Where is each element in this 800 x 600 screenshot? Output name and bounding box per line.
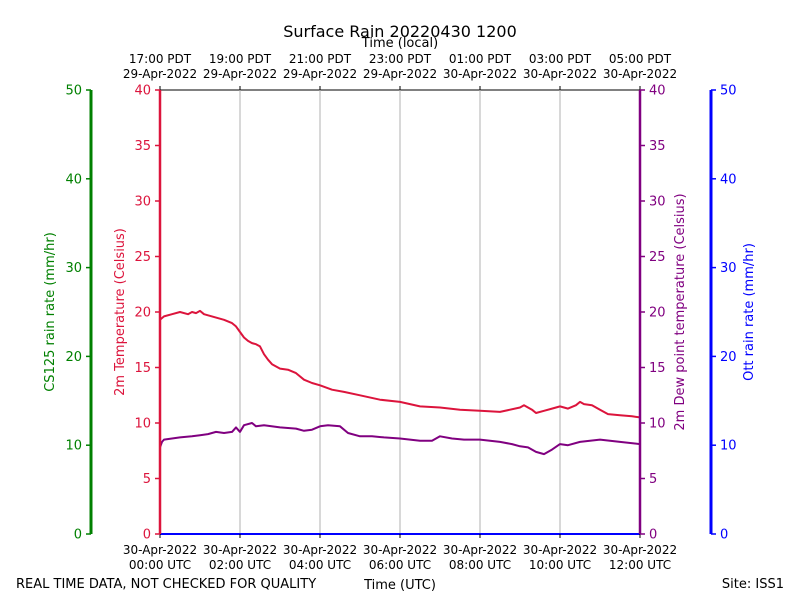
2m-temperature-line [159, 309, 641, 419]
temperature-axis-tick-label: 15 [134, 361, 151, 376]
top-tick-time: 23:00 PDT [369, 52, 432, 66]
temperature-axis-tick-label: 10 [134, 417, 151, 432]
dewpoint-axis-tick-label: 40 [649, 84, 666, 99]
top-tick-time: 19:00 PDT [209, 52, 272, 66]
x-tick-date: 30-Apr-2022 [283, 543, 357, 557]
temperature-axis-tick-label: 5 [143, 472, 151, 487]
temperature-axis-label: 2m Temperature (Celsius) [113, 228, 128, 396]
top-tick-date: 29-Apr-2022 [283, 67, 357, 81]
ott-axis: 0 10 20 30 40 50 [709, 84, 737, 543]
cs125-axis-tick-label: 20 [65, 350, 82, 365]
top-tick-time: 05:00 PDT [609, 52, 672, 66]
top-tick-date: 30-Apr-2022 [443, 67, 517, 81]
x-tick-date: 30-Apr-2022 [123, 543, 197, 557]
top-tick-date: 30-Apr-2022 [603, 67, 677, 81]
x-tick-time: 04:00 UTC [289, 558, 351, 572]
cs125-axis-tick-label: 30 [65, 261, 82, 276]
temperature-axis-tick-label: 25 [134, 250, 151, 265]
dewpoint-axis-tick-label: 0 [649, 528, 657, 543]
top-tick-date: 29-Apr-2022 [123, 67, 197, 81]
grid-lines [239, 90, 561, 534]
cs125-axis-tick-label: 40 [65, 172, 82, 187]
x-tick-time: 02:00 UTC [209, 558, 271, 572]
x-tick-time: 10:00 UTC [529, 558, 591, 572]
top-tick-time: 01:00 PDT [449, 52, 512, 66]
dewpoint-axis-label: 2m Dew point temperature (Celsius) [673, 193, 688, 430]
quality-disclaimer: REAL TIME DATA, NOT CHECKED FOR QUALITY [16, 577, 316, 592]
dewpoint-axis: 0 5 10 15 20 25 30 35 40 [638, 84, 666, 543]
chart-title: Surface Rain 20220430 1200 [283, 22, 517, 41]
ott-axis-tick-label: 10 [720, 439, 737, 454]
top-tick-date: 30-Apr-2022 [523, 67, 597, 81]
ott-axis-label: Ott rain rate (mm/hr) [742, 243, 757, 381]
dewpoint-axis-tick-label: 35 [649, 139, 666, 154]
ott-axis-tick-label: 20 [720, 350, 737, 365]
x-tick-time: 12:00 UTC [609, 558, 671, 572]
dewpoint-axis-tick-label: 25 [649, 250, 666, 265]
dewpoint-axis-tick-label: 20 [649, 306, 666, 321]
x-tick-date: 30-Apr-2022 [603, 543, 677, 557]
ott-axis-tick-label: 50 [720, 84, 737, 99]
x-tick-date: 30-Apr-2022 [203, 543, 277, 557]
top-axis-title: Time (local) [361, 36, 438, 51]
top-tick-time: 03:00 PDT [529, 52, 592, 66]
temperature-axis-tick-label: 0 [143, 528, 151, 543]
x-tick-date: 30-Apr-2022 [523, 543, 597, 557]
temperature-axis: 0 5 10 15 20 25 30 35 40 [134, 84, 162, 543]
cs125-axis-tick-label: 0 [74, 528, 82, 543]
cs125-axis: 0 10 20 30 40 50 [65, 84, 93, 543]
x-axis-label: Time (UTC) [363, 578, 436, 593]
dewpoint-axis-tick-label: 10 [649, 417, 666, 432]
temperature-axis-tick-label: 20 [134, 306, 151, 321]
dewpoint-axis-tick-label: 30 [649, 195, 666, 210]
dewpoint-axis-tick-label: 15 [649, 361, 666, 376]
site-label: Site: ISS1 [722, 577, 784, 592]
x-tick-date: 30-Apr-2022 [363, 543, 437, 557]
top-tick-date: 29-Apr-2022 [363, 67, 437, 81]
x-tick-date: 30-Apr-2022 [443, 543, 517, 557]
dewpoint-axis-tick-label: 5 [649, 472, 657, 487]
temperature-axis-tick-label: 40 [134, 84, 151, 99]
cs125-axis-label: CS125 rain rate (mm/hr) [43, 232, 58, 392]
2m-dew-point-temperature-line [159, 422, 641, 456]
top-tick-date: 29-Apr-2022 [203, 67, 277, 81]
cs125-axis-tick-label: 50 [65, 84, 82, 99]
top-tick-time: 21:00 PDT [289, 52, 352, 66]
x-tick-time: 08:00 UTC [449, 558, 511, 572]
temperature-axis-tick-label: 30 [134, 195, 151, 210]
cs125-axis-tick-label: 10 [65, 439, 82, 454]
x-tick-time: 00:00 UTC [129, 558, 191, 572]
temperature-axis-tick-label: 35 [134, 139, 151, 154]
ott-axis-tick-label: 40 [720, 172, 737, 187]
ott-axis-tick-label: 30 [720, 261, 737, 276]
x-tick-time: 06:00 UTC [369, 558, 431, 572]
ott-axis-tick-label: 0 [720, 528, 728, 543]
top-tick-time: 17:00 PDT [129, 52, 192, 66]
